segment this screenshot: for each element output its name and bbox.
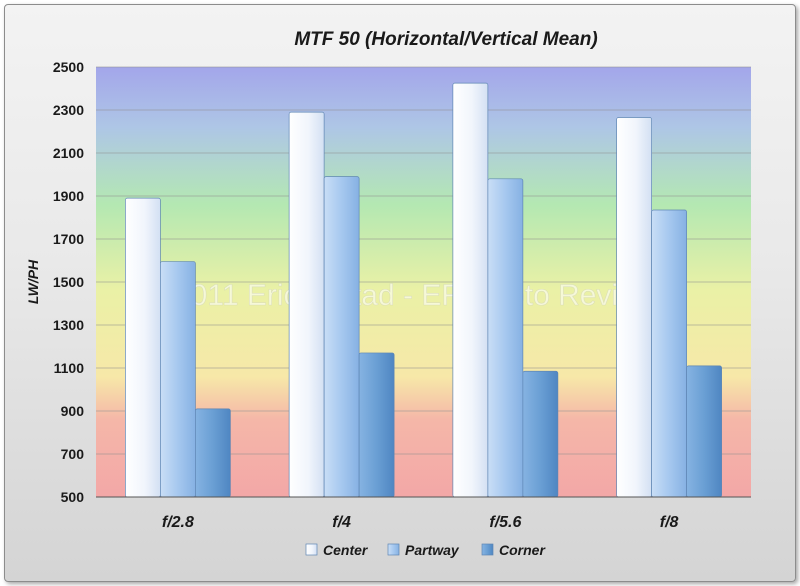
legend: Center Partway Corner	[305, 542, 546, 558]
y-tick-label: 2500	[53, 59, 84, 75]
chart-title: MTF 50 (Horizontal/Vertical Mean)	[294, 29, 597, 50]
y-tick-label: 700	[61, 446, 85, 462]
bar-partway-f4	[323, 176, 360, 498]
legend-swatch-center	[305, 543, 318, 556]
x-tick-label: f/4	[332, 514, 351, 531]
y-tick-label: 1100	[54, 360, 85, 376]
y-tick-label: 500	[61, 489, 85, 505]
bar-center-f28	[125, 197, 161, 498]
bar-center-f4	[288, 111, 325, 498]
x-axis-category-labels: f/2.8 f/4 f/5.6 f/8	[162, 514, 679, 531]
x-tick-label: f/5.6	[489, 514, 521, 531]
y-tick-label: 900	[61, 403, 85, 419]
bar-partway-f28	[160, 261, 196, 498]
y-tick-label: 1500	[53, 274, 84, 290]
y-tick-label: 2300	[53, 102, 84, 118]
y-axis-tick-labels: 500 700 900 1100 1300 1500 1700 1900 2100 2300 250…	[53, 59, 84, 505]
watermark-text: © 2011 Eric Tastad - ER Photo Review	[144, 279, 657, 312]
y-tick-label: 2100	[53, 145, 84, 161]
bars	[125, 82, 722, 498]
bar-corner-f28	[195, 408, 231, 498]
legend-label-center: Center	[323, 542, 369, 558]
y-tick-label: 1900	[53, 188, 84, 204]
bar-center-f8	[616, 117, 652, 498]
x-tick-label: f/2.8	[162, 514, 194, 531]
bar-center-f56	[452, 82, 489, 498]
bar-corner-f56	[522, 370, 559, 498]
x-tick-label: f/8	[660, 514, 679, 531]
bar-corner-f8	[686, 365, 722, 498]
legend-label-partway: Partway	[405, 542, 460, 558]
bar-partway-f8	[651, 209, 687, 498]
y-axis-label: LW/PH	[25, 259, 41, 304]
legend-swatch-corner	[481, 543, 494, 556]
legend-swatch-partway	[387, 543, 400, 556]
y-tick-label: 1700	[53, 231, 84, 247]
legend-label-corner: Corner	[499, 542, 546, 558]
bar-partway-f56	[487, 178, 524, 498]
bar-corner-f4	[358, 352, 395, 498]
y-tick-label: 1300	[53, 317, 84, 333]
